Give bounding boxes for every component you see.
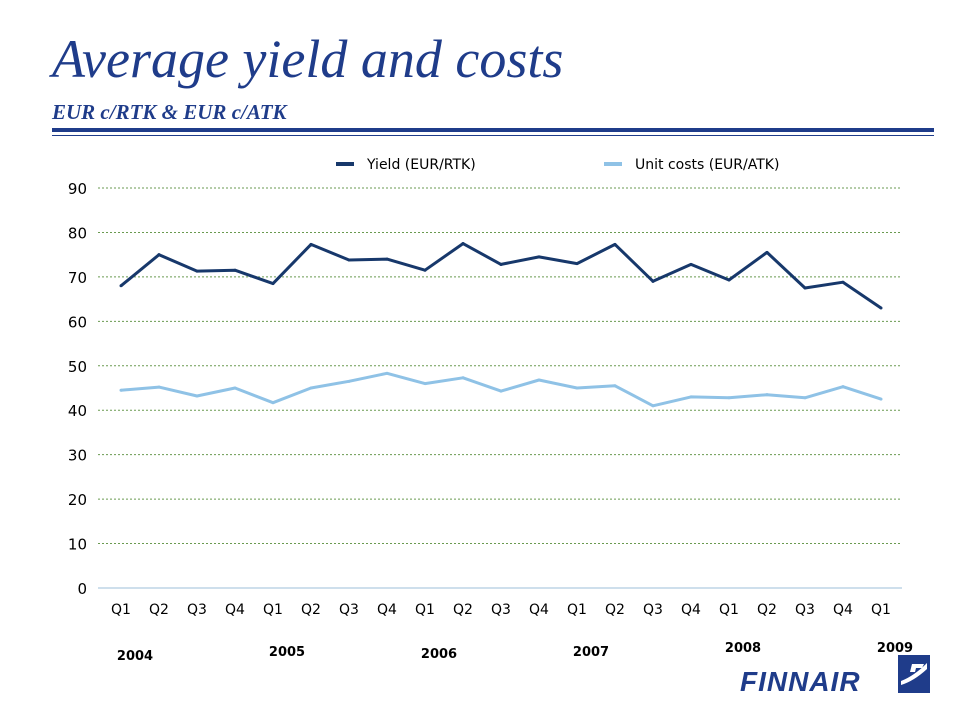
data-point bbox=[879, 306, 883, 310]
year-label: 2007 bbox=[573, 645, 609, 660]
legend-label: Unit costs (EUR/ATK) bbox=[635, 157, 779, 173]
data-point bbox=[385, 371, 389, 375]
data-point bbox=[423, 268, 427, 272]
x-tick-label: Q3 bbox=[643, 602, 663, 618]
x-tick-label: Q4 bbox=[681, 602, 701, 618]
data-point bbox=[613, 384, 617, 388]
y-tick-label: 20 bbox=[68, 491, 87, 509]
y-tick-label: 0 bbox=[77, 580, 87, 598]
data-point bbox=[537, 255, 541, 259]
y-tick-label: 80 bbox=[68, 224, 87, 242]
x-tick-label: Q3 bbox=[339, 602, 359, 618]
data-point bbox=[499, 262, 503, 266]
y-tick-label: 60 bbox=[68, 313, 87, 331]
legend-label: Yield (EUR/RTK) bbox=[366, 157, 476, 173]
data-point bbox=[347, 379, 351, 383]
series-line-1 bbox=[120, 371, 882, 408]
data-point bbox=[385, 257, 389, 261]
x-tick-label: Q1 bbox=[567, 602, 587, 618]
x-tick-label: Q1 bbox=[871, 602, 891, 618]
data-point bbox=[841, 280, 845, 284]
data-point bbox=[765, 250, 769, 254]
year-label: 2009 bbox=[877, 641, 913, 656]
data-point bbox=[195, 269, 199, 273]
data-point bbox=[309, 386, 313, 390]
x-tick-label: Q2 bbox=[149, 602, 169, 618]
data-point bbox=[879, 397, 883, 401]
y-tick-label: 10 bbox=[68, 536, 87, 554]
data-point bbox=[461, 242, 465, 246]
x-tick-label: Q3 bbox=[491, 602, 511, 618]
data-point bbox=[271, 401, 275, 405]
x-tick-label: Q2 bbox=[757, 602, 777, 618]
page-title: Average yield and costs bbox=[52, 29, 564, 89]
data-point bbox=[803, 396, 807, 400]
x-tick-label: Q1 bbox=[719, 602, 739, 618]
y-tick-label: 90 bbox=[68, 180, 87, 198]
data-point bbox=[119, 284, 123, 288]
data-point bbox=[613, 242, 617, 246]
x-tick-label: Q4 bbox=[833, 602, 853, 618]
data-point bbox=[157, 385, 161, 389]
data-point bbox=[727, 396, 731, 400]
data-point bbox=[233, 268, 237, 272]
data-point bbox=[689, 262, 693, 266]
x-tick-label: Q4 bbox=[377, 602, 397, 618]
year-label: 2006 bbox=[421, 647, 457, 662]
x-tick-label: Q1 bbox=[111, 602, 131, 618]
data-point bbox=[575, 386, 579, 390]
data-point bbox=[309, 242, 313, 246]
y-tick-label: 40 bbox=[68, 402, 87, 420]
y-tick-label: 30 bbox=[68, 447, 87, 465]
year-label: 2004 bbox=[117, 649, 153, 664]
data-point bbox=[575, 262, 579, 266]
title-underline-thick bbox=[52, 128, 934, 132]
x-tick-label: Q3 bbox=[187, 602, 207, 618]
data-point bbox=[119, 388, 123, 392]
year-label: 2008 bbox=[725, 641, 761, 656]
data-point bbox=[727, 278, 731, 282]
data-point bbox=[157, 253, 161, 257]
data-point bbox=[195, 394, 199, 398]
y-tick-label: 50 bbox=[68, 358, 87, 376]
data-point bbox=[651, 279, 655, 283]
data-point bbox=[651, 404, 655, 408]
finnair-logo: FINNAIR bbox=[740, 655, 930, 694]
title-underline-thin bbox=[52, 135, 934, 136]
data-point bbox=[271, 282, 275, 286]
data-point bbox=[233, 386, 237, 390]
data-point bbox=[499, 389, 503, 393]
data-point bbox=[803, 286, 807, 290]
x-tick-label: Q2 bbox=[301, 602, 321, 618]
data-point bbox=[347, 258, 351, 262]
year-label: 2005 bbox=[269, 645, 305, 660]
data-point bbox=[689, 395, 693, 399]
x-tick-label: Q4 bbox=[529, 602, 549, 618]
x-tick-label: Q1 bbox=[415, 602, 435, 618]
data-point bbox=[841, 385, 845, 389]
data-point bbox=[537, 378, 541, 382]
data-point bbox=[765, 393, 769, 397]
y-tick-label: 70 bbox=[68, 269, 87, 287]
x-tick-label: Q4 bbox=[225, 602, 245, 618]
x-tick-label: Q3 bbox=[795, 602, 815, 618]
page-subtitle: EUR c/RTK & EUR c/ATK bbox=[52, 100, 287, 124]
data-point bbox=[423, 382, 427, 386]
x-tick-label: Q2 bbox=[605, 602, 625, 618]
finnair-wordmark: FINNAIR bbox=[740, 666, 861, 694]
x-tick-label: Q1 bbox=[263, 602, 283, 618]
x-tick-label: Q2 bbox=[453, 602, 473, 618]
data-point bbox=[461, 376, 465, 380]
